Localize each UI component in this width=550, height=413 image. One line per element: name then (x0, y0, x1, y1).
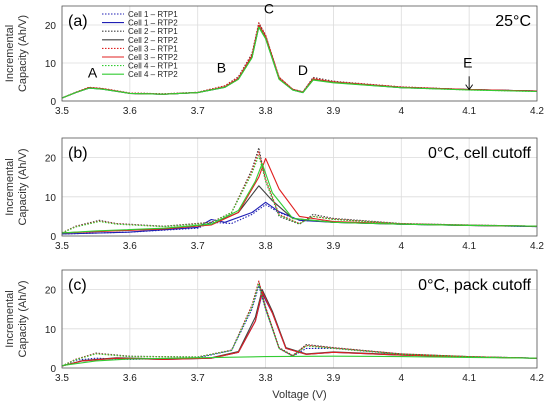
series-line (61, 355, 538, 367)
y-tick-label: 10 (45, 59, 57, 70)
y-tick-label: 0 (50, 232, 56, 243)
y-axis-label: Capacity (Ah/V) (17, 148, 29, 225)
y-tick-label: 10 (45, 193, 57, 204)
legend-label: Cell 4 – RTP1 (128, 62, 178, 71)
plot-frame (61, 5, 538, 102)
x-tick-label: 3.7 (191, 106, 205, 117)
peak-label: E (463, 55, 472, 71)
x-tick-label: 3.6 (123, 241, 137, 252)
legend-label: Cell 1 – RTP2 (128, 19, 178, 28)
series-line (61, 162, 538, 234)
y-tick-label: 10 (45, 325, 57, 336)
peak-label: B (217, 60, 226, 76)
y-axis-label: Incremental (4, 158, 16, 215)
y-axis-label: Incremental (4, 25, 16, 82)
x-tick-label: 3.7 (191, 373, 205, 384)
panel-0: 3.5 3.6 3.7 3.8 3.9 4 4.1 4.2 0 10 20 (a) 25°C Increm… (4, 1, 544, 117)
peak-label: C (264, 1, 274, 17)
series-line (61, 26, 538, 99)
x-tick-label: 3.6 (123, 106, 137, 117)
panel-label: (c) (68, 277, 87, 294)
x-tick-label: 4.1 (462, 241, 476, 252)
series-line (61, 280, 538, 367)
x-tick-label: 3.8 (259, 106, 273, 117)
x-tick-label: 4.2 (530, 373, 544, 384)
arrow-head (465, 84, 474, 91)
peak-label: D (298, 62, 308, 78)
x-tick-label: 3.6 (123, 373, 137, 384)
legend-label: Cell 4 – RTP2 (128, 70, 178, 79)
y-axis-label: Capacity (Ah/V) (17, 280, 29, 357)
plot-frame (61, 137, 538, 237)
legend-label: Cell 2 – RTP2 (128, 36, 178, 45)
panel-2: 3.5 3.6 3.7 3.8 3.9 4 4.1 4.2 0 10 20 (c) 0°C, pack … (4, 269, 544, 401)
x-tick-label: 3.5 (55, 373, 69, 384)
legend-label: Cell 3 – RTP2 (128, 53, 178, 62)
x-tick-label: 4 (399, 106, 405, 117)
x-tick-label: 3.7 (191, 241, 205, 252)
legend-label: Cell 3 – RTP1 (128, 44, 178, 53)
x-tick-label: 3.5 (55, 106, 69, 117)
series-line (61, 147, 538, 234)
y-tick-label: 0 (50, 364, 56, 375)
x-tick-label: 4 (399, 241, 405, 252)
y-axis-label: Capacity (Ah/V) (17, 15, 29, 92)
condition-label: 25°C (495, 13, 531, 30)
y-tick-label: 0 (50, 97, 56, 108)
x-tick-label: 3.9 (326, 241, 340, 252)
x-tick-label: 4.2 (530, 241, 544, 252)
x-tick-label: 3.8 (259, 373, 273, 384)
panel-label: (b) (68, 145, 88, 162)
x-axis-label: Voltage (V) (272, 389, 326, 401)
x-tick-label: 4.1 (462, 106, 476, 117)
x-tick-label: 4 (399, 373, 405, 384)
y-tick-label: 20 (45, 286, 57, 297)
condition-label: 0°C, pack cutoff (418, 277, 531, 294)
panel-label: (a) (68, 13, 88, 30)
plot-frame (61, 269, 538, 369)
plot-area (62, 6, 537, 101)
x-tick-label: 3.9 (326, 373, 340, 384)
x-tick-label: 4.1 (462, 373, 476, 384)
plot-area (62, 138, 537, 236)
x-tick-label: 3.9 (326, 106, 340, 117)
x-tick-label: 3.8 (259, 241, 273, 252)
y-axis-label: Incremental (4, 290, 16, 347)
x-tick-label: 4.2 (530, 106, 544, 117)
condition-label: 0°C, cell cutoff (428, 145, 532, 162)
legend-label: Cell 2 – RTP1 (128, 27, 178, 36)
y-tick-label: 20 (45, 21, 57, 32)
panel-1: 3.5 3.6 3.7 3.8 3.9 4 4.1 4.2 0 10 20 (b) 0°C, cell … (4, 137, 544, 252)
y-tick-label: 20 (45, 154, 57, 165)
legend-label: Cell 1 – RTP1 (128, 10, 178, 19)
peak-label: A (88, 64, 98, 80)
series-line (61, 155, 538, 234)
x-tick-label: 3.5 (55, 241, 69, 252)
